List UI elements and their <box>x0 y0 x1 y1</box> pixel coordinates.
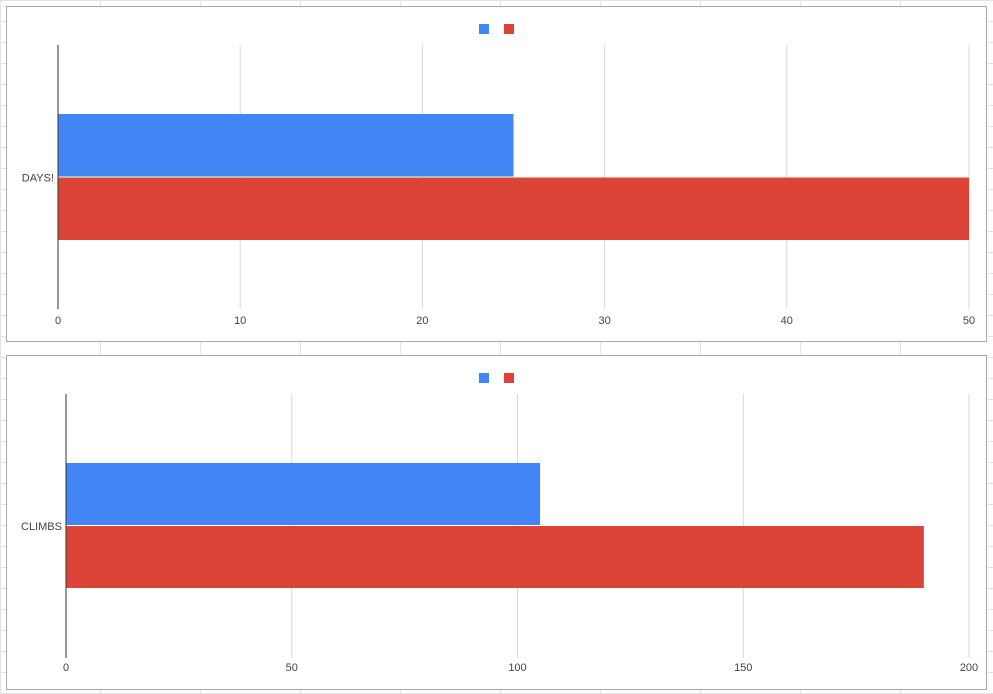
x-tick-label: 150 <box>734 662 752 674</box>
x-tick-label: 20 <box>416 315 428 327</box>
x-tick-label: 50 <box>963 315 975 327</box>
days-chart: 0 10 20 30 40 50 DAYS! <box>22 24 975 327</box>
bar-series-1 <box>66 463 541 525</box>
x-tick-label: 40 <box>781 315 793 327</box>
x-tick-label: 200 <box>960 662 978 674</box>
climbs-chart: 0 50 100 150 200 CLIMBS <box>21 373 978 674</box>
climbs-chart-panel: 0 50 100 150 200 CLIMBS <box>6 355 987 690</box>
x-tick-label: 10 <box>234 315 246 327</box>
legend-swatch-series-2[interactable] <box>504 24 514 34</box>
category-label: DAYS! <box>22 173 54 185</box>
x-tick-label: 100 <box>508 662 526 674</box>
legend-swatch-series-2[interactable] <box>504 373 514 383</box>
bar-series-2 <box>58 177 969 240</box>
bar-series-1 <box>58 114 514 177</box>
category-label: CLIMBS <box>21 521 62 533</box>
x-tick-label: 50 <box>286 662 298 674</box>
x-tick-label: 0 <box>55 315 61 327</box>
x-tick-label: 0 <box>63 662 69 674</box>
legend-swatch-series-1[interactable] <box>479 373 489 383</box>
bar-series-2 <box>66 526 924 588</box>
x-tick-label: 30 <box>598 315 610 327</box>
legend-swatch-series-1[interactable] <box>479 24 489 34</box>
days-chart-panel: 0 10 20 30 40 50 DAYS! <box>6 6 987 342</box>
